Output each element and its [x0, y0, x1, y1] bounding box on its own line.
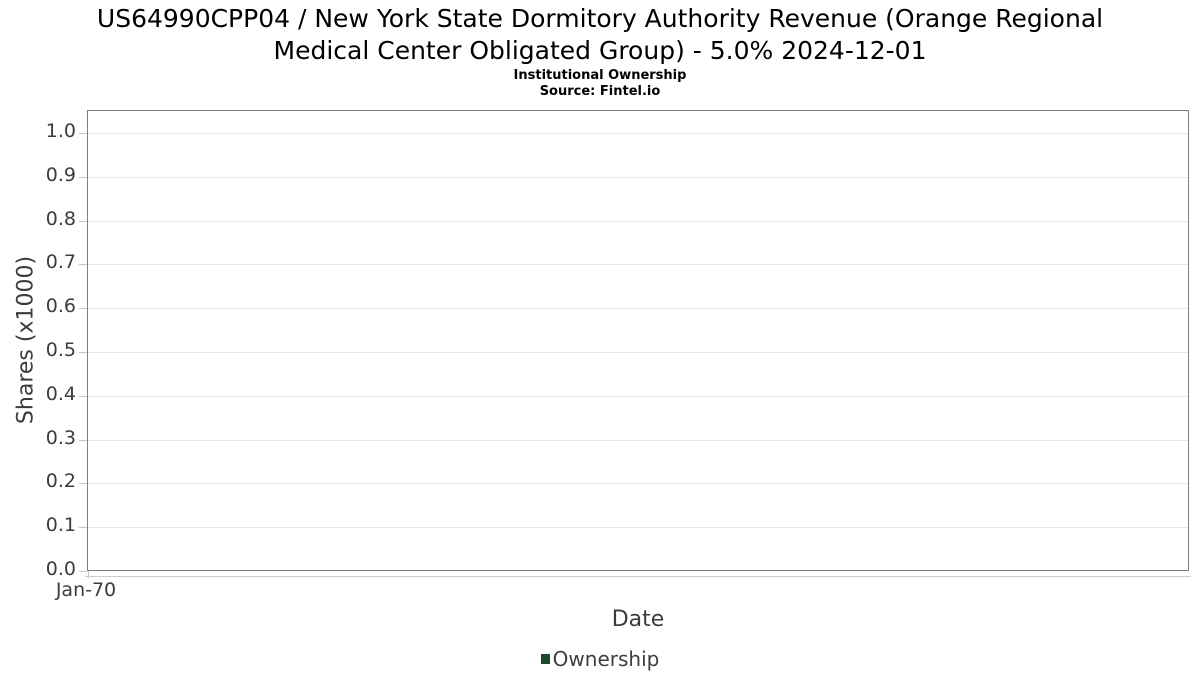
chart-title: US64990CPP04 / New York State Dormitory … — [0, 3, 1200, 67]
y-tick-mark — [79, 527, 87, 528]
y-gridline — [88, 177, 1188, 178]
legend-marker-ownership — [540, 654, 550, 664]
y-tick-label: 1.0 — [45, 120, 76, 142]
x-axis-baseline — [85, 576, 1191, 577]
chart-title-line-2: Medical Center Obligated Group) - 5.0% 2… — [273, 36, 927, 65]
y-tick-label: 0.1 — [45, 514, 76, 536]
legend-label-ownership: Ownership — [552, 647, 660, 671]
y-gridline — [88, 396, 1188, 397]
legend: Ownership — [0, 647, 1200, 671]
y-gridline — [88, 440, 1188, 441]
y-tick-mark — [79, 440, 87, 441]
y-tick-mark — [79, 483, 87, 484]
x-axis-title: Date — [611, 607, 665, 632]
chart-subtitle: Institutional Ownership — [513, 68, 687, 83]
y-tick-mark — [79, 571, 87, 572]
chart-title-line-1: US64990CPP04 / New York State Dormitory … — [96, 4, 1104, 33]
y-gridline — [88, 221, 1188, 222]
y-gridline — [88, 483, 1188, 484]
x-tick-mark — [88, 571, 89, 578]
y-gridline — [88, 527, 1188, 528]
plot-area — [79, 110, 1189, 578]
y-tick-mark — [79, 308, 87, 309]
y-tick-mark — [79, 396, 87, 397]
y-tick-label: 0.9 — [45, 164, 76, 186]
y-gridline — [88, 133, 1188, 134]
x-tick-label: Jan-70 — [55, 579, 117, 601]
y-tick-label: 0.2 — [45, 470, 76, 492]
y-axis-title: Shares (x1000) — [13, 255, 39, 425]
y-tick-label: 0.4 — [45, 383, 76, 405]
chart-source: Source: Fintel.io — [539, 84, 661, 99]
y-gridline — [88, 352, 1188, 353]
y-tick-mark — [79, 221, 87, 222]
y-tick-label: 0.6 — [45, 295, 76, 317]
y-tick-mark — [79, 352, 87, 353]
y-tick-label: 0.5 — [45, 339, 76, 361]
y-tick-mark — [79, 264, 87, 265]
y-tick-label: 0.7 — [45, 251, 76, 273]
y-gridline — [88, 264, 1188, 265]
y-gridline — [88, 308, 1188, 309]
y-tick-label: 0.0 — [45, 558, 76, 580]
y-tick-label: 0.8 — [45, 208, 76, 230]
y-tick-mark — [79, 133, 87, 134]
y-tick-mark — [79, 177, 87, 178]
y-tick-label: 0.3 — [45, 427, 76, 449]
